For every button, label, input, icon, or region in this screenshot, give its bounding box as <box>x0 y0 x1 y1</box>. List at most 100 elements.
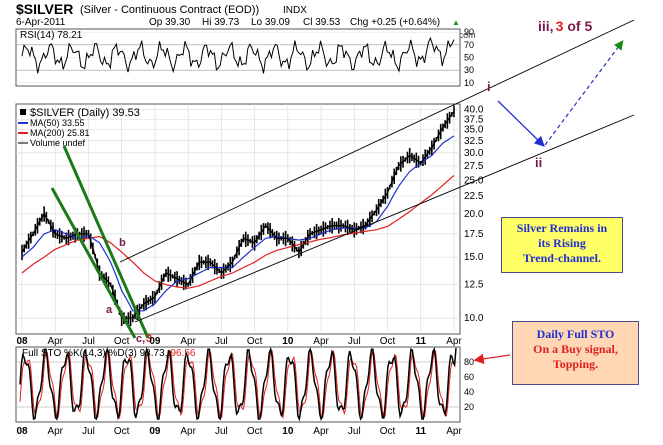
price-y-tick: 12.5 <box>464 280 484 291</box>
ohlc-change: Chg +0.25 (+0.64%) <box>350 17 440 28</box>
trend-channel-callout: Silver Remains in its Rising Trend-chann… <box>501 217 623 273</box>
sto-callout-line-3: Topping. <box>552 357 599 371</box>
channel-lower-line <box>134 114 635 323</box>
wave-label-i: i <box>487 79 491 94</box>
wave-label-c: c, <box>136 333 145 345</box>
wave-count-prefix: iii, <box>538 18 554 34</box>
rsi-y-tick: 50 <box>464 53 474 63</box>
x-tick-label: Oct <box>247 426 263 437</box>
wave-label-a: a <box>106 304 113 316</box>
downtrend-line-lower <box>50 187 137 339</box>
price-y-tick: 35.0 <box>464 125 484 136</box>
rsi-y-tick: 90 <box>464 27 474 37</box>
price-panel-frame <box>15 103 461 335</box>
legend-entry: MA(200) 25.81 <box>30 128 90 138</box>
trend-callout-line-1: Silver Remains in <box>516 221 608 235</box>
x-tick-label: Apr <box>446 426 462 437</box>
x-tick-label: 08 <box>16 336 28 347</box>
sto-pointer-arrow <box>473 353 511 365</box>
x-tick-label: Jul <box>215 336 228 347</box>
x-tick-label: Apr <box>47 426 63 437</box>
price-y-tick: 32.5 <box>464 136 484 147</box>
chart-symbol: $SILVER <box>16 1 73 17</box>
x-tick-label: 10 <box>282 336 294 347</box>
x-tick-label: Oct <box>380 426 396 437</box>
projection-arrow-up <box>544 40 624 146</box>
x-tick-label: Oct <box>114 336 130 347</box>
sto-k-line <box>19 346 457 422</box>
x-tick-label: 09 <box>149 426 161 437</box>
trend-callout-line-2: its Rising <box>538 236 586 250</box>
price-y-tick: 17.5 <box>464 229 484 240</box>
sto-callout-line-2: On a Buy signal, <box>533 342 618 356</box>
x-tick-label: Jul <box>348 336 361 347</box>
x-tick-label: Apr <box>446 336 462 347</box>
chart-description: (Silver - Continuous Contract (EOD)) <box>80 4 259 16</box>
chart-date: 6-Apr-2011 <box>16 17 66 28</box>
chart-exchange: INDX <box>283 5 307 16</box>
change-up-arrow-icon: ▲ <box>452 18 460 27</box>
x-tick-label: Jul <box>82 426 95 437</box>
wave-count-label: iii, 3 of 5 <box>538 18 592 34</box>
price-y-tick: 10.0 <box>464 313 484 324</box>
sto-y-tick: 80 <box>464 357 474 367</box>
legend-swatch <box>20 109 26 115</box>
x-tick-label: 10 <box>282 426 294 437</box>
price-y-tick: 27.5 <box>464 161 484 172</box>
rsi-y-tick: 70 <box>464 40 474 50</box>
x-tick-label: Jul <box>82 336 95 347</box>
sto-callout: Daily Full STO On a Buy signal, Topping. <box>512 321 639 385</box>
x-tick-label: Oct <box>114 426 130 437</box>
wave-count-3: 3 <box>556 18 564 34</box>
price-y-tick: 20.0 <box>464 209 484 220</box>
ma50-line <box>21 135 455 312</box>
price-y-tick: 30.0 <box>464 148 484 159</box>
price-line <box>21 110 455 319</box>
sto-y-tick: 60 <box>464 372 474 382</box>
price-y-tick: 22.5 <box>464 191 484 202</box>
wave-label-b: b <box>119 237 126 249</box>
trend-callout-line-3: Trend-channel. <box>523 251 601 265</box>
price-y-tick: 37.5 <box>464 114 484 125</box>
price-y-tick: 15.0 <box>464 252 484 263</box>
x-tick-label: 08 <box>16 426 28 437</box>
rsi-line <box>21 36 455 74</box>
ma200-line <box>21 175 455 289</box>
x-tick-label: Apr <box>313 336 329 347</box>
wave-label-ii: ii <box>535 155 542 170</box>
sto-callout-line-1: Daily Full STO <box>536 327 615 341</box>
legend-entry: MA(50) 33.55 <box>30 118 85 128</box>
channel-upper-line <box>119 19 635 263</box>
x-tick-label: Jul <box>348 426 361 437</box>
x-tick-label: 09 <box>149 336 161 347</box>
ohlc-close: Cl 39.53 <box>303 17 341 28</box>
legend-entry: $SILVER (Daily) 39.53 <box>30 107 140 119</box>
x-tick-label: 11 <box>415 426 426 437</box>
sto-y-tick: 40 <box>464 387 474 397</box>
x-tick-label: Apr <box>47 336 63 347</box>
wave-count-suffix: of 5 <box>567 18 592 34</box>
sto-label-value: 96.56 <box>170 348 195 359</box>
x-tick-label: Apr <box>313 426 329 437</box>
projection-arrow-down <box>497 100 545 147</box>
ohlc-open: Op 39.30 <box>149 17 191 28</box>
price-y-tick: 40.0 <box>464 105 484 116</box>
x-tick-label: Oct <box>247 336 263 347</box>
rsi-label: RSI(14) 78.21 <box>20 30 83 41</box>
legend-entry: Volume undef <box>30 138 86 148</box>
sto-label: Full STO %K(14,3) %D(3) 98.73, 96.56 <box>22 348 196 359</box>
downtrend-line-upper <box>62 145 150 339</box>
sto-y-tick: 20 <box>464 402 474 412</box>
sto-label-prefix: Full STO %K(14,3) %D(3) 98.73, <box>22 348 167 359</box>
x-tick-label: Apr <box>180 426 196 437</box>
rsi-y-tick: 10 <box>464 78 474 88</box>
rsi-y-tick: 30 <box>464 65 474 75</box>
x-tick-label: 11 <box>415 336 426 347</box>
x-tick-label: Jul <box>215 426 228 437</box>
x-tick-label: Oct <box>380 336 396 347</box>
ohlc-low: Lo 39.09 <box>251 17 290 28</box>
price-y-tick: 25.0 <box>464 175 484 186</box>
x-tick-label: Apr <box>180 336 196 347</box>
